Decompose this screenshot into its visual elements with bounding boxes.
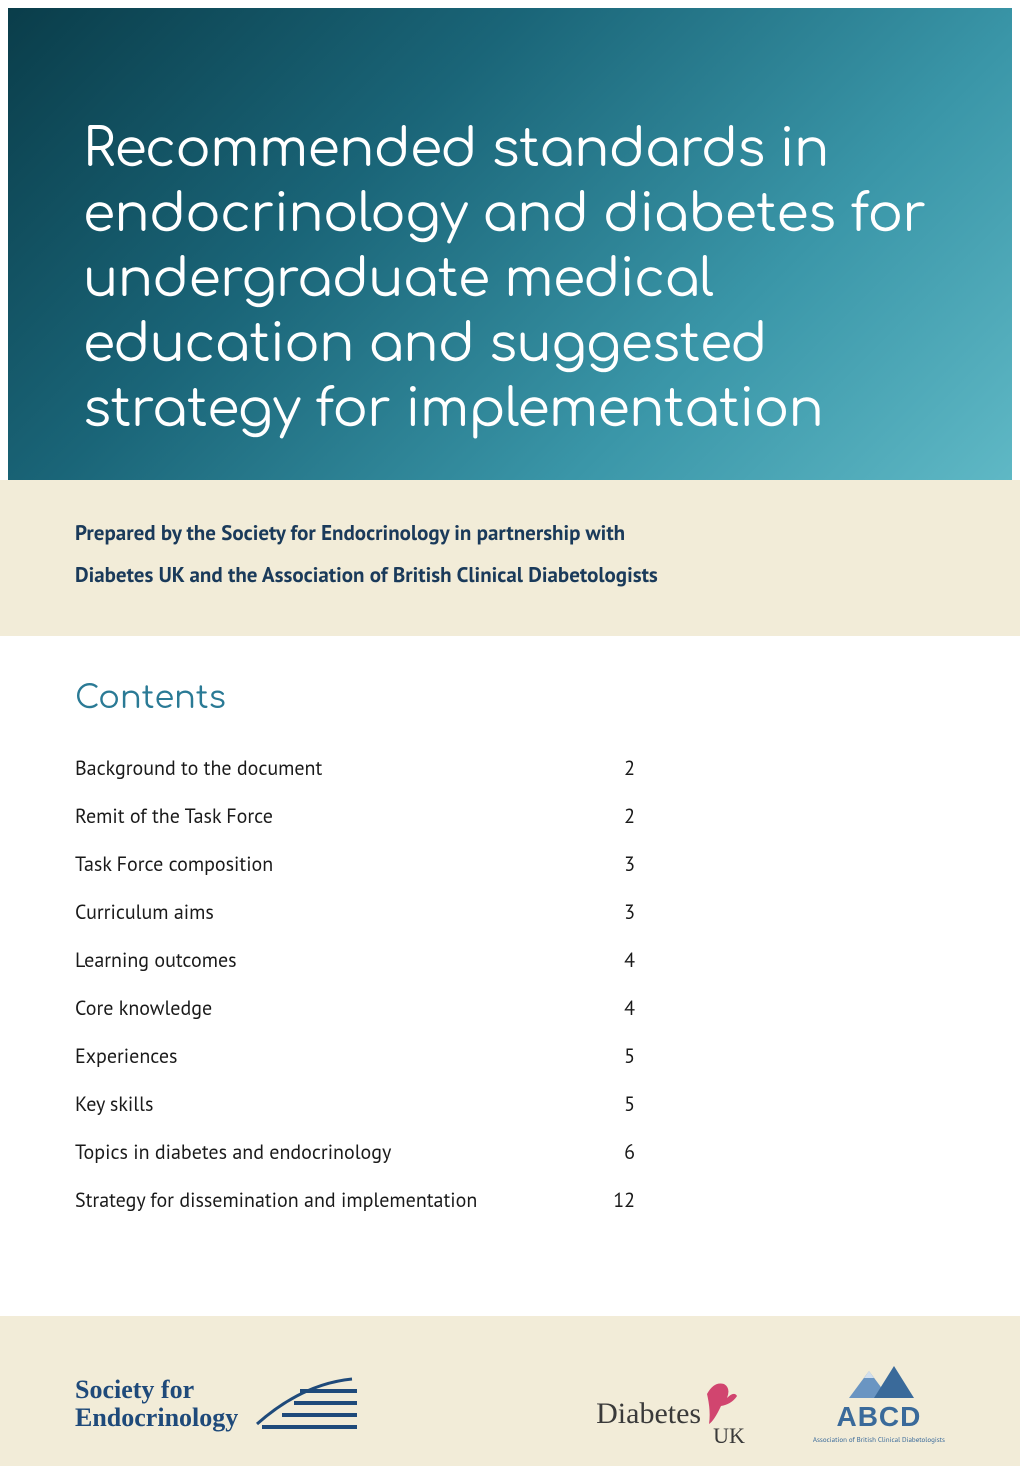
toc-label: Background to the document: [75, 755, 595, 781]
table-of-contents: Background to the document 2 Remit of th…: [75, 744, 635, 1224]
subtitle-line-2: Diabetes UK and the Association of Briti…: [75, 554, 945, 596]
toc-label: Learning outcomes: [75, 947, 595, 973]
toc-page: 4: [595, 995, 635, 1021]
abcd-logo: ABCD Association of British Clinical Dia…: [813, 1363, 945, 1444]
footer-logos: Society for Endocrinology Diabetes UK AB…: [0, 1316, 1020, 1466]
toc-row: Learning outcomes 4: [75, 936, 635, 984]
contents-section: Contents Background to the document 2 Re…: [0, 636, 1020, 1316]
partner-logos: Diabetes UK ABCD Association of British …: [596, 1363, 945, 1444]
toc-label: Core knowledge: [75, 995, 595, 1021]
uk-text: UK: [713, 1423, 745, 1449]
subtitle-line-1: Prepared by the Society for Endocrinolog…: [75, 512, 945, 554]
subtitle-band: Prepared by the Society for Endocrinolog…: [0, 480, 1020, 636]
toc-page: 12: [595, 1187, 635, 1213]
toc-row: Strategy for dissemination and implement…: [75, 1176, 635, 1224]
toc-row: Topics in diabetes and endocrinology 6: [75, 1128, 635, 1176]
sfe-swoosh-icon: [252, 1369, 362, 1439]
diabetes-text: Diabetes: [596, 1397, 701, 1431]
toc-page: 4: [595, 947, 635, 973]
toc-page: 2: [595, 755, 635, 781]
toc-page: 6: [595, 1139, 635, 1165]
toc-row: Remit of the Task Force 2: [75, 792, 635, 840]
abcd-subtitle: Association of British Clinical Diabetol…: [813, 1435, 945, 1444]
document-title: Recommended standards in endocrinology a…: [83, 118, 937, 443]
toc-label: Strategy for dissemination and implement…: [75, 1187, 595, 1213]
toc-label: Experiences: [75, 1043, 595, 1069]
diabetes-uk-logo: Diabetes UK: [596, 1376, 773, 1431]
toc-row: Curriculum aims 3: [75, 888, 635, 936]
toc-page: 5: [595, 1043, 635, 1069]
toc-page: 2: [595, 803, 635, 829]
toc-row: Background to the document 2: [75, 744, 635, 792]
abcd-mountain-icon: [834, 1363, 924, 1401]
abcd-text: ABCD: [836, 1401, 921, 1433]
toc-row: Key skills 5: [75, 1080, 635, 1128]
contents-heading: Contents: [75, 681, 945, 716]
toc-page: 3: [595, 899, 635, 925]
toc-label: Remit of the Task Force: [75, 803, 595, 829]
toc-page: 5: [595, 1091, 635, 1117]
toc-row: Experiences 5: [75, 1032, 635, 1080]
toc-label: Task Force composition: [75, 851, 595, 877]
toc-row: Core knowledge 4: [75, 984, 635, 1032]
toc-row: Task Force composition 3: [75, 840, 635, 888]
header-banner: Recommended standards in endocrinology a…: [0, 0, 1020, 480]
toc-label: Curriculum aims: [75, 899, 595, 925]
sfe-logo: Society for Endocrinology: [75, 1369, 362, 1439]
sfe-line-2: Endocrinology: [75, 1404, 238, 1431]
toc-label: Topics in diabetes and endocrinology: [75, 1139, 595, 1165]
sfe-line-1: Society for: [75, 1376, 238, 1403]
sfe-logo-text: Society for Endocrinology: [75, 1376, 238, 1431]
toc-page: 3: [595, 851, 635, 877]
toc-label: Key skills: [75, 1091, 595, 1117]
